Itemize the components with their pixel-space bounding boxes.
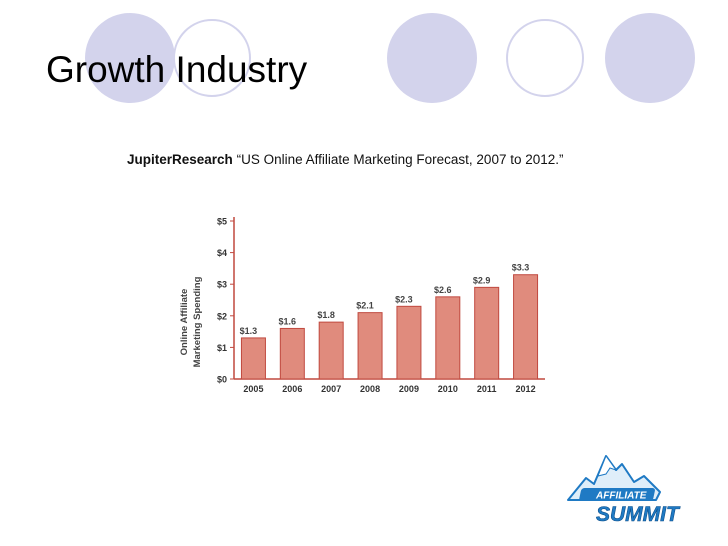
data-label-2006: $1.6	[279, 316, 297, 326]
x-tick-label-2010: 2010	[438, 384, 458, 394]
slide-title: Growth Industry	[46, 49, 308, 90]
y-axis-label-line1: Online Affiliate	[179, 289, 190, 356]
logo-text-affiliate: AFFILIATE	[595, 491, 647, 502]
x-tick-label-2008: 2008	[360, 384, 380, 394]
bar-2006	[279, 327, 305, 380]
data-label-2010: $2.6	[434, 285, 452, 295]
bar-2008	[357, 312, 383, 380]
affiliate-spending-bar-chart: Online Affiliate Marketing Spending $0 $1…	[179, 217, 545, 394]
bar-2005	[240, 337, 266, 380]
data-label-2008: $2.1	[356, 301, 374, 311]
data-label-2009: $2.3	[395, 294, 413, 304]
y-tick-label: $3	[217, 280, 227, 290]
data-label-2011: $2.9	[473, 275, 491, 285]
bar-2009	[396, 305, 422, 380]
x-tick-label-2006: 2006	[282, 384, 302, 394]
data-label-2005: $1.3	[240, 326, 258, 336]
y-tick-label: $4	[217, 248, 227, 258]
mountain-snow-icon	[597, 454, 618, 477]
chart-plot-area: $0 $1 $2 $3 $4 $5 $1.3 2005 $1.6 2006 $1.8 2007 $2.1…	[217, 217, 545, 394]
x-tick-label-2005: 2005	[243, 384, 263, 394]
x-tick-label-2012: 2012	[516, 384, 536, 394]
y-axis-label-line2: Marketing Spending	[192, 276, 203, 367]
decor-circle-2	[173, 19, 251, 97]
logo-ribbon	[579, 488, 655, 501]
data-label-2012: $3.3	[512, 263, 530, 273]
affiliate-summit-logo: AFFILIATE SUMMIT	[567, 454, 681, 526]
y-tick-label: $1	[217, 343, 227, 353]
source-report-title: “US Online Affiliate Marketing Forecast,…	[236, 152, 564, 167]
data-label-2007: $1.8	[317, 310, 335, 320]
source-name: JupiterResearch	[127, 152, 233, 167]
decor-circle-3	[387, 13, 477, 103]
y-tick-label: $0	[217, 375, 227, 385]
chart-source-caption: JupiterResearch “US Online Affiliate Mar…	[127, 152, 564, 167]
bar-2011	[474, 286, 500, 380]
decor-circle-5	[605, 13, 695, 103]
y-tick-label: $5	[217, 217, 227, 227]
x-tick-label-2009: 2009	[399, 384, 419, 394]
decor-circle-1	[85, 13, 175, 103]
bar-2007	[318, 321, 344, 380]
x-tick-label-2007: 2007	[321, 384, 341, 394]
y-tick-label: $2	[217, 311, 227, 321]
logo-text-summit: SUMMIT	[596, 503, 681, 526]
bar-2010	[435, 296, 461, 380]
decor-circle-4	[506, 19, 584, 97]
bar-2012	[513, 274, 539, 380]
x-tick-label-2011: 2011	[477, 384, 497, 394]
